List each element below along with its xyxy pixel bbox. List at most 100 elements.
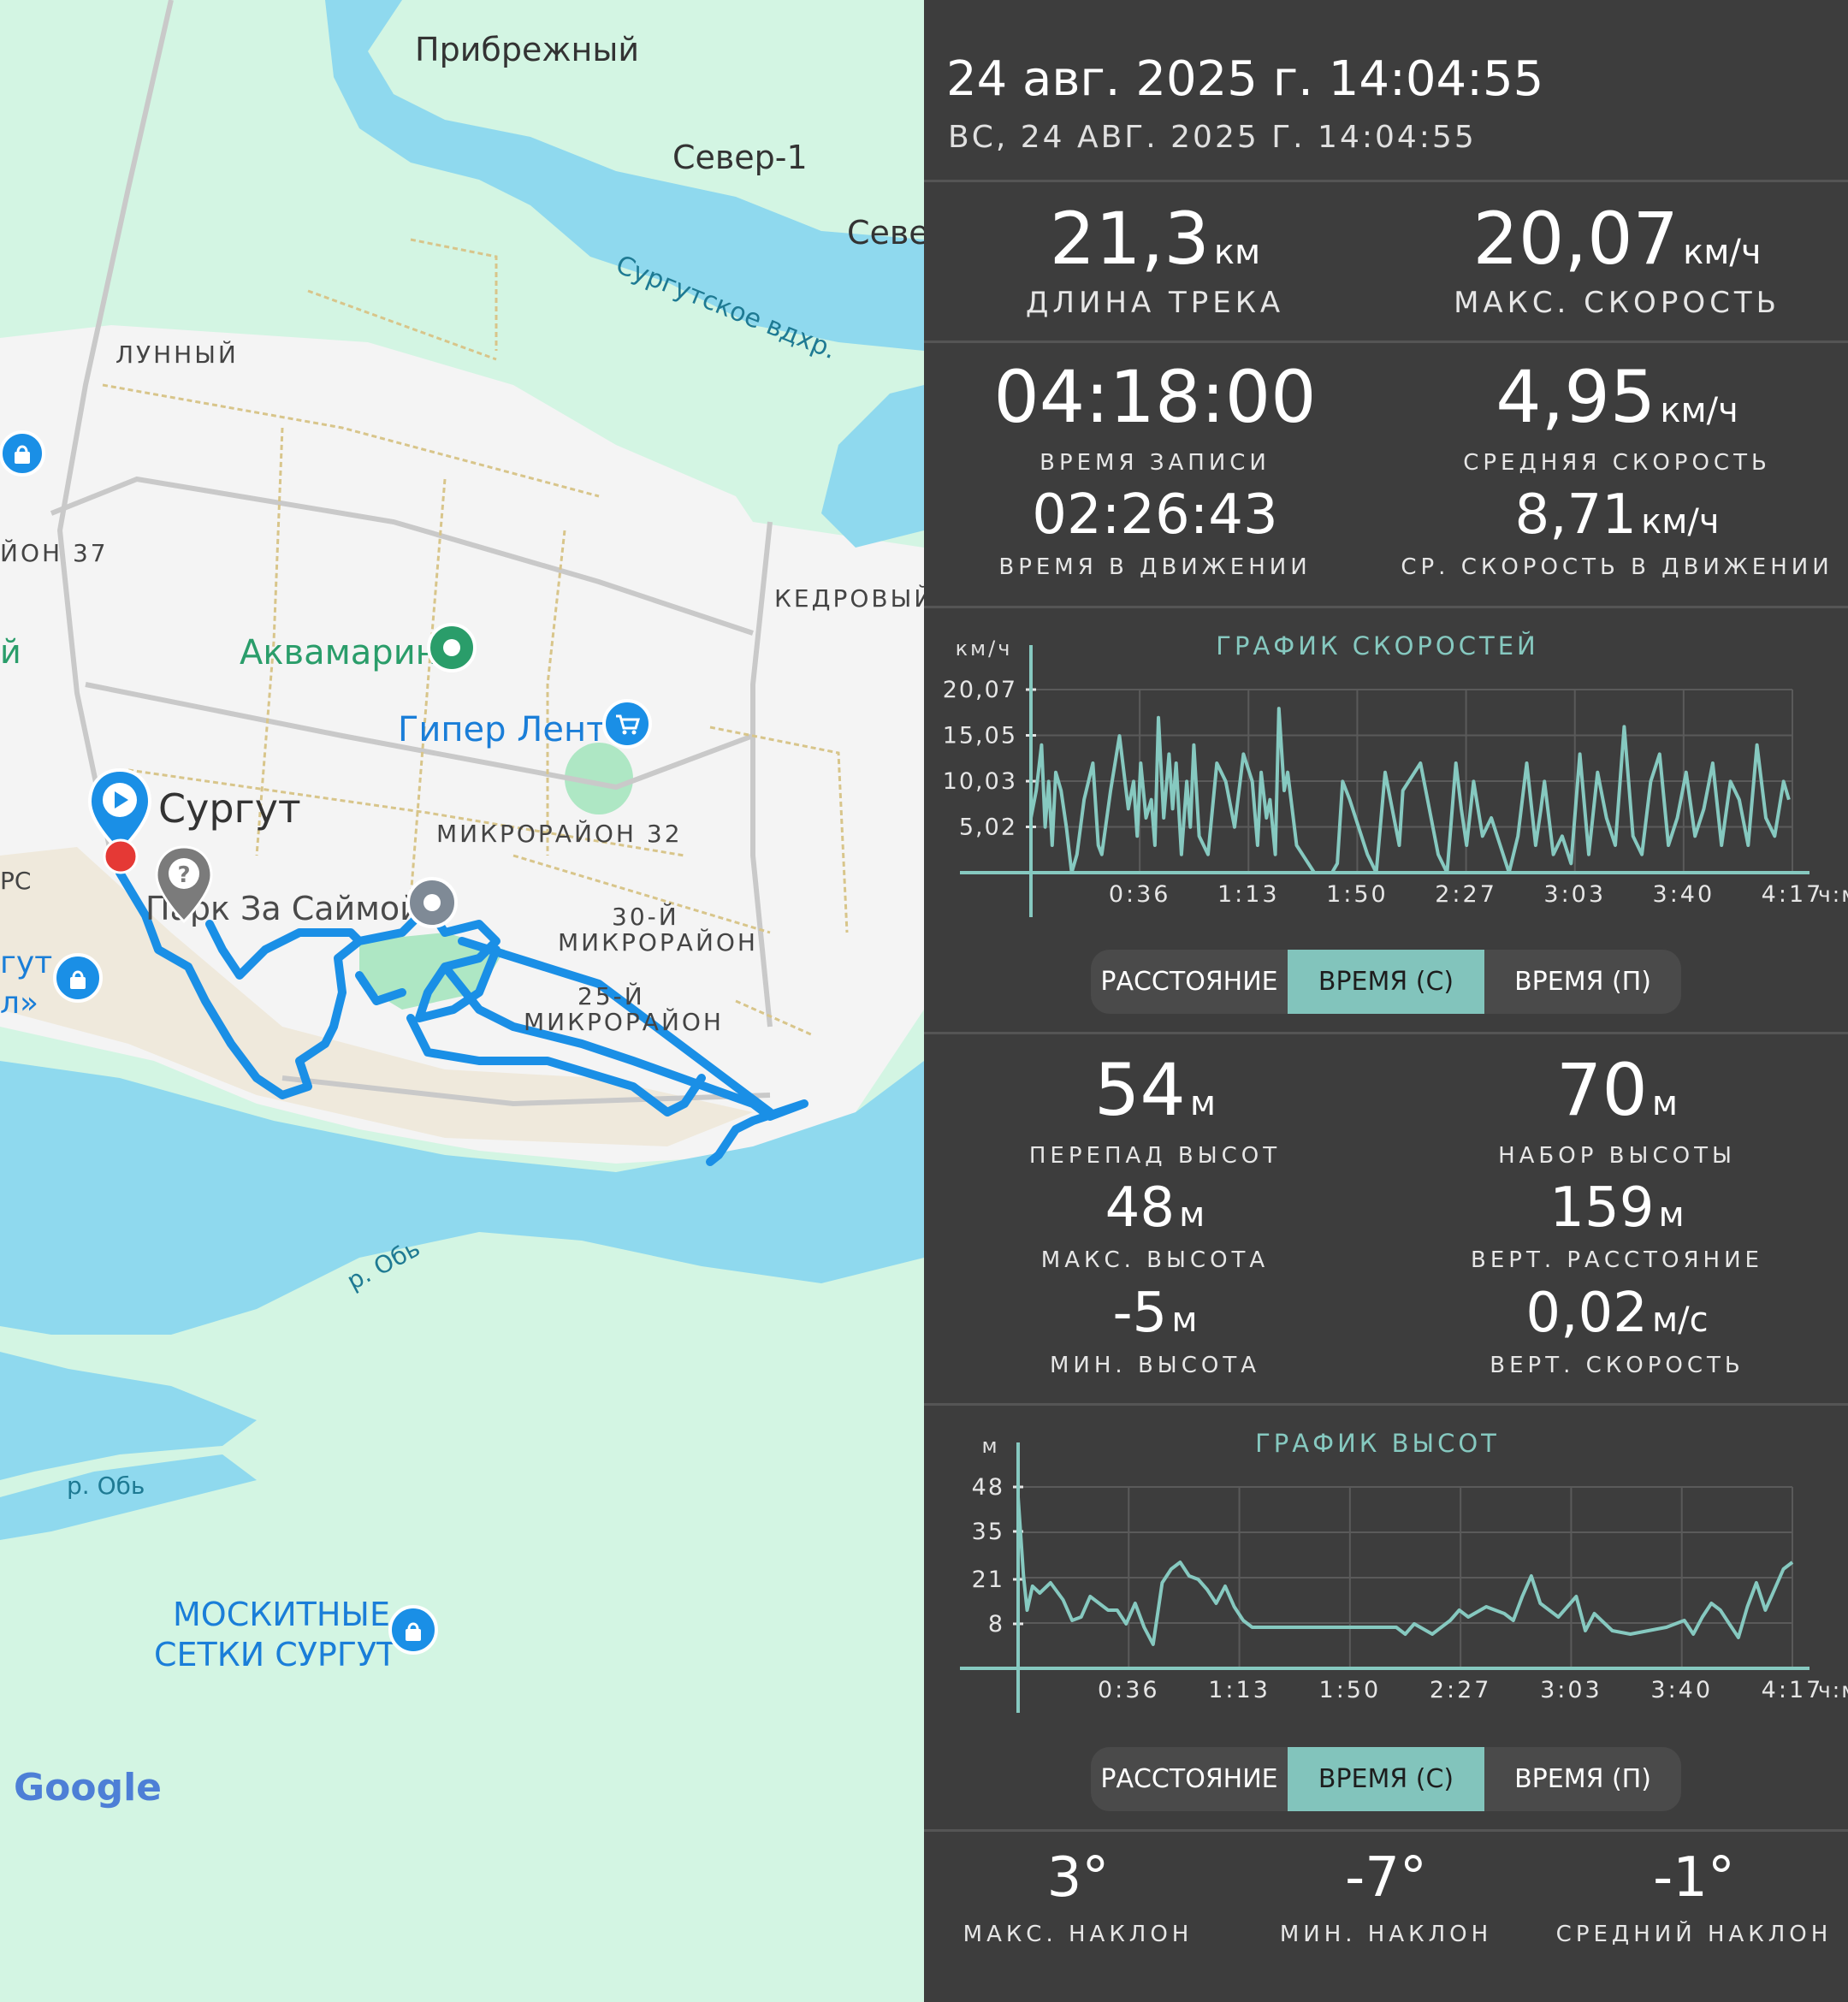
mode-distance-button[interactable]: РАССТОЯНИЕ [1100,1764,1278,1794]
y-tick-label: 21 [972,1567,1004,1593]
mode-distance-button[interactable]: РАССТОЯНИЕ [1100,967,1278,997]
start-marker-icon[interactable] [86,766,154,860]
y-tick-label: 48 [972,1474,1004,1501]
speed-chart-mode-toggle[interactable]: РАССТОЯНИЕ ВРЕМЯ (С) ВРЕМЯ (П) [1091,950,1681,1014]
moving-speed-stat: 8,71 км/ч [1514,483,1719,547]
elev-diff-label: ПЕРЕПАД ВЫСОТ [1028,1143,1282,1169]
avg-speed-label: СРЕДНЯЯ СКОРОСТЬ [1463,450,1771,476]
min-elev-value: -5 [1112,1282,1168,1345]
min-slope-stat: -7° [1345,1846,1427,1910]
map-label-raion37: ЙОН 37 [0,539,109,567]
map-label-sever1: Север-1 [672,139,808,176]
vert-speed-label: ВЕРТ. СКОРОСТЬ [1490,1353,1744,1378]
x-tick-label: 3:03 [1543,881,1606,908]
map-label-left-l: л» [0,986,39,1021]
mode-time-c-button[interactable]: ВРЕМЯ (С) [1288,950,1484,1014]
park-place-icon[interactable] [404,874,460,931]
track-length-label: ДЛИНА ТРЕКА [1025,286,1285,320]
track-length-unit: км [1213,233,1261,272]
city-area [0,325,924,1164]
avg-slope-label: СРЕДНИЙ НАКЛОН [1555,1922,1833,1947]
map-canvas [0,0,924,1540]
y-tick-label: 35 [972,1519,1004,1545]
map-label-akvamarin[interactable]: Аквамарин [240,633,438,672]
akvamarin-place-icon[interactable] [425,621,478,674]
x-tick-label: 4:17 [1762,1677,1824,1703]
avg-slope-stat: -1° [1653,1846,1735,1910]
map-label-left-yt: гут [0,945,53,980]
y-axis-unit: м [981,1434,999,1458]
map-label-pribrezhny: Прибрежный [415,31,640,68]
chart-title: ГРАФИК ВЫСОТ [1255,1429,1500,1458]
elevation-chart-mode-toggle[interactable]: РАССТОЯНИЕ ВРЕМЯ (С) ВРЕМЯ (П) [1091,1747,1681,1811]
end-marker-icon[interactable] [101,837,140,876]
map-label-surgut: Сургут [158,785,301,832]
x-tick-label: 0:36 [1109,881,1171,908]
max-slope-label: МАКС. НАКЛОН [962,1922,1194,1947]
chart-title: ГРАФИК СКОРОСТЕЙ [1216,631,1538,660]
speed-chart[interactable]: ГРАФИК СКОРОСТЕЙ км/ч 20,07 15,05 10,03 5,02 0… [924,616,1848,933]
elev-gain-value: 70 [1555,1048,1648,1132]
record-time-value: 04:18:00 [993,355,1317,439]
map-view[interactable]: Прибрежный Север-1 Севе Сургутское вдхр.… [0,0,924,2002]
vert-dist-stat: 159 м [1549,1176,1684,1240]
map-label-mkr30-1: 30-Й [612,903,679,931]
elev-diff-stat: 54 м [1094,1048,1216,1132]
vert-dist-unit: м [1658,1195,1685,1235]
unknown-place-icon[interactable]: ? [150,843,218,928]
min-slope-value: -7° [1345,1846,1427,1910]
max-elev-label: МАКС. ВЫСОТА [1040,1247,1270,1273]
map-label-ob-2: р. Обь [67,1472,145,1500]
shopping-bag-icon[interactable] [51,951,104,1004]
track-length-value: 21,3 [1049,197,1210,281]
map-label-mkr30-2: МИКРОРАЙОН [558,928,758,957]
y-tick-label: 20,07 [943,677,1017,703]
min-elev-unit: м [1171,1300,1198,1340]
map-label-giper-lenta[interactable]: Гипер Лента [398,710,627,749]
divider [924,1032,1848,1034]
y-axis-unit: км/ч [956,637,1013,660]
mode-time-c-button[interactable]: ВРЕМЯ (С) [1288,1747,1484,1811]
reservoir-water [325,0,924,351]
moving-time-stat: 02:26:43 [1032,483,1277,547]
vert-speed-value: 0,02 [1525,1282,1648,1345]
elev-gain-label: НАБОР ВЫСОТЫ [1498,1143,1736,1169]
map-label-moskit-2[interactable]: СЕТКИ СУРГУТ [154,1636,397,1673]
vert-dist-label: ВЕРТ. РАССТОЯНИЕ [1471,1247,1763,1273]
max-slope-stat: 3° [1047,1846,1110,1910]
avg-speed-unit: км/ч [1660,391,1738,430]
shopping-bag-icon[interactable] [387,1603,440,1656]
min-slope-label: МИН. НАКЛОН [1279,1922,1493,1947]
y-tick-label: 15,05 [943,723,1017,749]
ob-river [0,1061,924,1335]
divider [924,1829,1848,1832]
max-elev-stat: 48 м [1105,1176,1205,1240]
vert-dist-value: 159 [1549,1176,1655,1240]
google-logo: Google [14,1766,162,1810]
divider [924,1403,1848,1406]
max-elev-unit: м [1179,1195,1205,1235]
moving-speed-value: 8,71 [1514,483,1637,547]
mode-time-p-button[interactable]: ВРЕМЯ (П) [1514,1764,1651,1794]
x-tick-label: 0:36 [1098,1677,1160,1703]
elevation-chart[interactable]: ГРАФИК ВЫСОТ м 48 35 21 8 0:36 1:13 1:50 2:27 3:03… [924,1413,1848,1730]
track-length-stat: 21,3 км [1050,197,1260,281]
moving-time-label: ВРЕМЯ В ДВИЖЕНИИ [998,554,1312,580]
shopping-cart-icon[interactable] [601,697,654,750]
avg-speed-stat: 4,95 км/ч [1496,355,1738,439]
map-label-moskit-1[interactable]: МОСКИТНЫЕ [173,1596,390,1633]
moving-time-value: 02:26:43 [1032,483,1278,547]
mode-time-p-button[interactable]: ВРЕМЯ (П) [1514,967,1651,997]
x-tick-label: 1:50 [1319,1677,1382,1703]
divider [924,341,1848,343]
divider [924,606,1848,608]
series-line [1016,1496,1794,1646]
x-axis-unit: ч:м [1818,882,1848,907]
moving-speed-label: СР. СКОРОСТЬ В ДВИЖЕНИИ [1401,554,1833,580]
vert-speed-stat: 0,02 м/с [1525,1282,1708,1345]
elev-diff-unit: м [1189,1084,1217,1123]
shopping-bag-icon[interactable] [0,428,48,481]
map-label-mkr25-2: МИКРОРАЙОН [524,1008,724,1036]
x-axis-unit: ч:м [1818,1678,1848,1703]
x-tick-label: 3:03 [1540,1677,1602,1703]
